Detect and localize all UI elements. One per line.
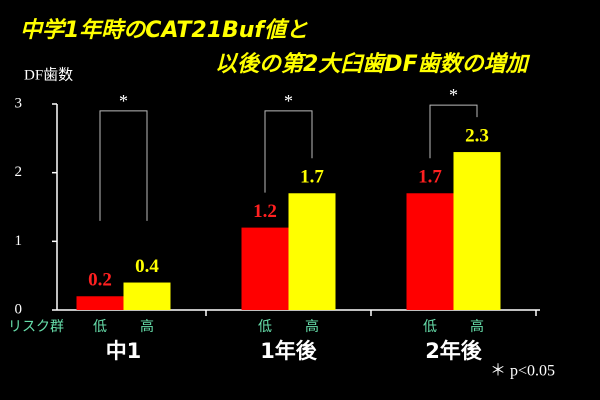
significance-mark: * [449, 85, 458, 105]
significance-bracket [264, 110, 313, 193]
bar [406, 193, 454, 310]
chart-title: 以後の第2大臼歯DF歯数の増加 [215, 51, 531, 77]
y-axis-label: DF歯数 [24, 66, 73, 83]
chart-title: 中学1年時のCAT21Buf値と [20, 17, 308, 43]
bar [123, 282, 171, 310]
bar [241, 227, 289, 310]
bar [288, 193, 336, 310]
footnote: ＊ p<0.05 [490, 363, 555, 380]
series-label: 低 [93, 319, 107, 335]
series-label: 低 [258, 319, 272, 335]
significance-mark: * [284, 91, 293, 111]
significance-bracket [429, 104, 478, 159]
x-tick-label: 1年後 [260, 339, 318, 363]
series-label: 低 [423, 319, 437, 335]
value-label: 2.3 [465, 125, 489, 146]
value-label: 0.4 [135, 256, 159, 277]
value-label: 0.2 [88, 270, 112, 291]
bar [453, 152, 501, 310]
y-tick-label: 1 [15, 233, 23, 249]
y-tick-label: 2 [15, 164, 23, 180]
y-tick-label: 3 [15, 95, 23, 111]
series-label: 高 [470, 318, 484, 335]
y-tick-label: 0 [15, 301, 23, 317]
significance-mark: * [119, 91, 128, 111]
value-label: 1.7 [418, 167, 442, 188]
significance-bracket [99, 110, 148, 221]
series-label: 高 [140, 318, 154, 335]
x-tick-label: 中1 [106, 339, 142, 363]
series-label: 高 [305, 318, 319, 335]
group-label: リスク群 [8, 319, 64, 335]
value-label: 1.2 [253, 201, 277, 222]
bar [76, 296, 124, 310]
value-label: 1.7 [300, 167, 324, 188]
x-tick-label: 2年後 [425, 339, 483, 363]
